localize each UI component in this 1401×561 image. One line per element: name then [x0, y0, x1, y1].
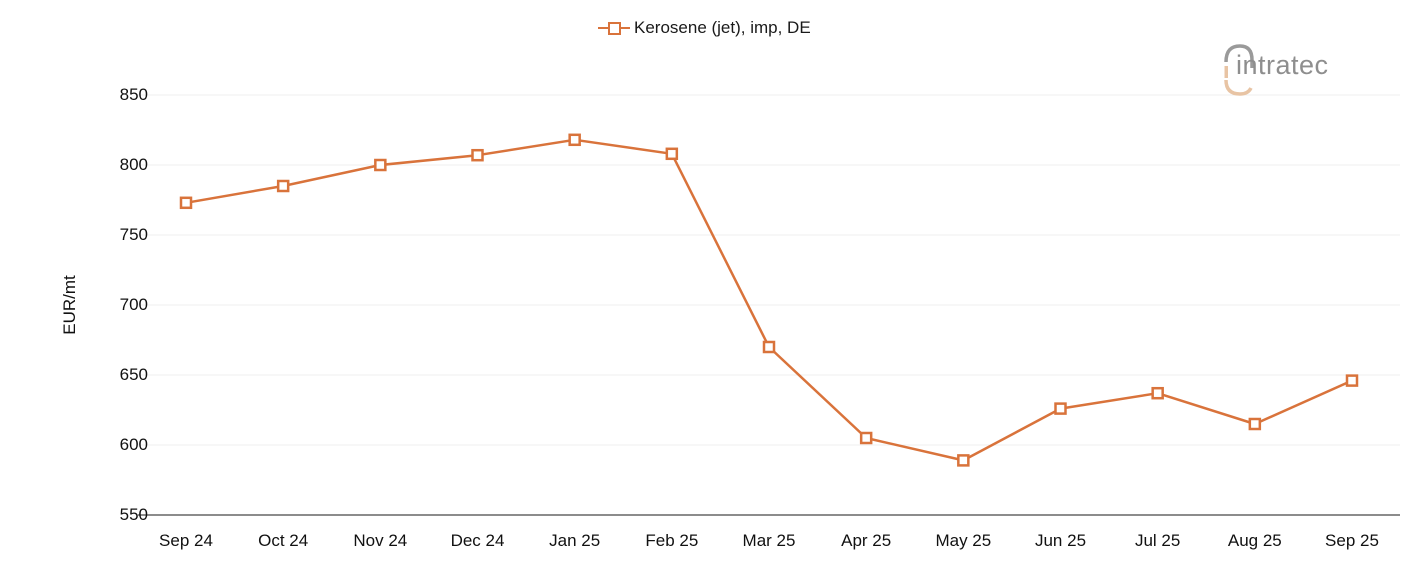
y-tick-label: 750	[119, 225, 148, 244]
series-markers	[179, 133, 1359, 467]
intratec-logo: intratec	[1222, 44, 1372, 96]
x-tick-label: Sep 25	[1325, 531, 1379, 550]
data-point-marker	[1248, 417, 1262, 431]
data-point-marker	[276, 179, 290, 193]
legend: Kerosene (jet), imp, DE	[598, 18, 811, 38]
y-tick-label: 850	[119, 85, 148, 104]
y-axis-label: EUR/mt	[60, 275, 79, 335]
data-point-marker	[374, 158, 387, 172]
x-tick-label: Aug 25	[1227, 531, 1282, 550]
y-tick-label: 700	[119, 295, 148, 314]
x-tick-label: Feb 25	[645, 531, 699, 550]
logo-mark-icon	[1224, 44, 1254, 96]
data-point-marker	[762, 340, 776, 354]
y-tick-label: 650	[119, 365, 148, 384]
x-tick-label: May 25	[935, 531, 992, 550]
x-tick-label: Oct 24	[258, 531, 309, 550]
x-tick-label: Nov 24	[353, 531, 408, 550]
x-tick-label: Jun 25	[1034, 531, 1087, 550]
data-point-marker	[957, 454, 970, 467]
gridlines	[138, 94, 1400, 446]
data-point-marker	[1054, 402, 1067, 415]
data-point-marker	[179, 196, 193, 210]
x-tick-label: Apr 25	[841, 531, 892, 550]
legend-marker-icon	[598, 21, 630, 35]
data-point-marker	[665, 147, 679, 161]
x-tick-label: Jul 25	[1134, 531, 1181, 550]
logo-text: intratec	[1236, 50, 1329, 80]
data-point-marker	[471, 148, 484, 162]
legend-label: Kerosene (jet), imp, DE	[634, 18, 811, 37]
data-point-marker	[1345, 374, 1359, 387]
x-tick-label: Mar 25	[742, 531, 796, 550]
data-point-marker	[1151, 386, 1164, 400]
data-point-marker	[859, 431, 873, 445]
y-tick-label: 600	[119, 435, 148, 454]
x-tick-label: Dec 24	[450, 531, 505, 550]
x-tick-label: Jan 25	[549, 531, 601, 550]
x-tick-label: Sep 24	[159, 531, 213, 550]
series-line-kerosene	[185, 138, 1353, 462]
data-point-marker	[568, 133, 581, 147]
y-tick-label: 800	[119, 155, 148, 174]
y-tick-label: 550	[119, 505, 148, 524]
